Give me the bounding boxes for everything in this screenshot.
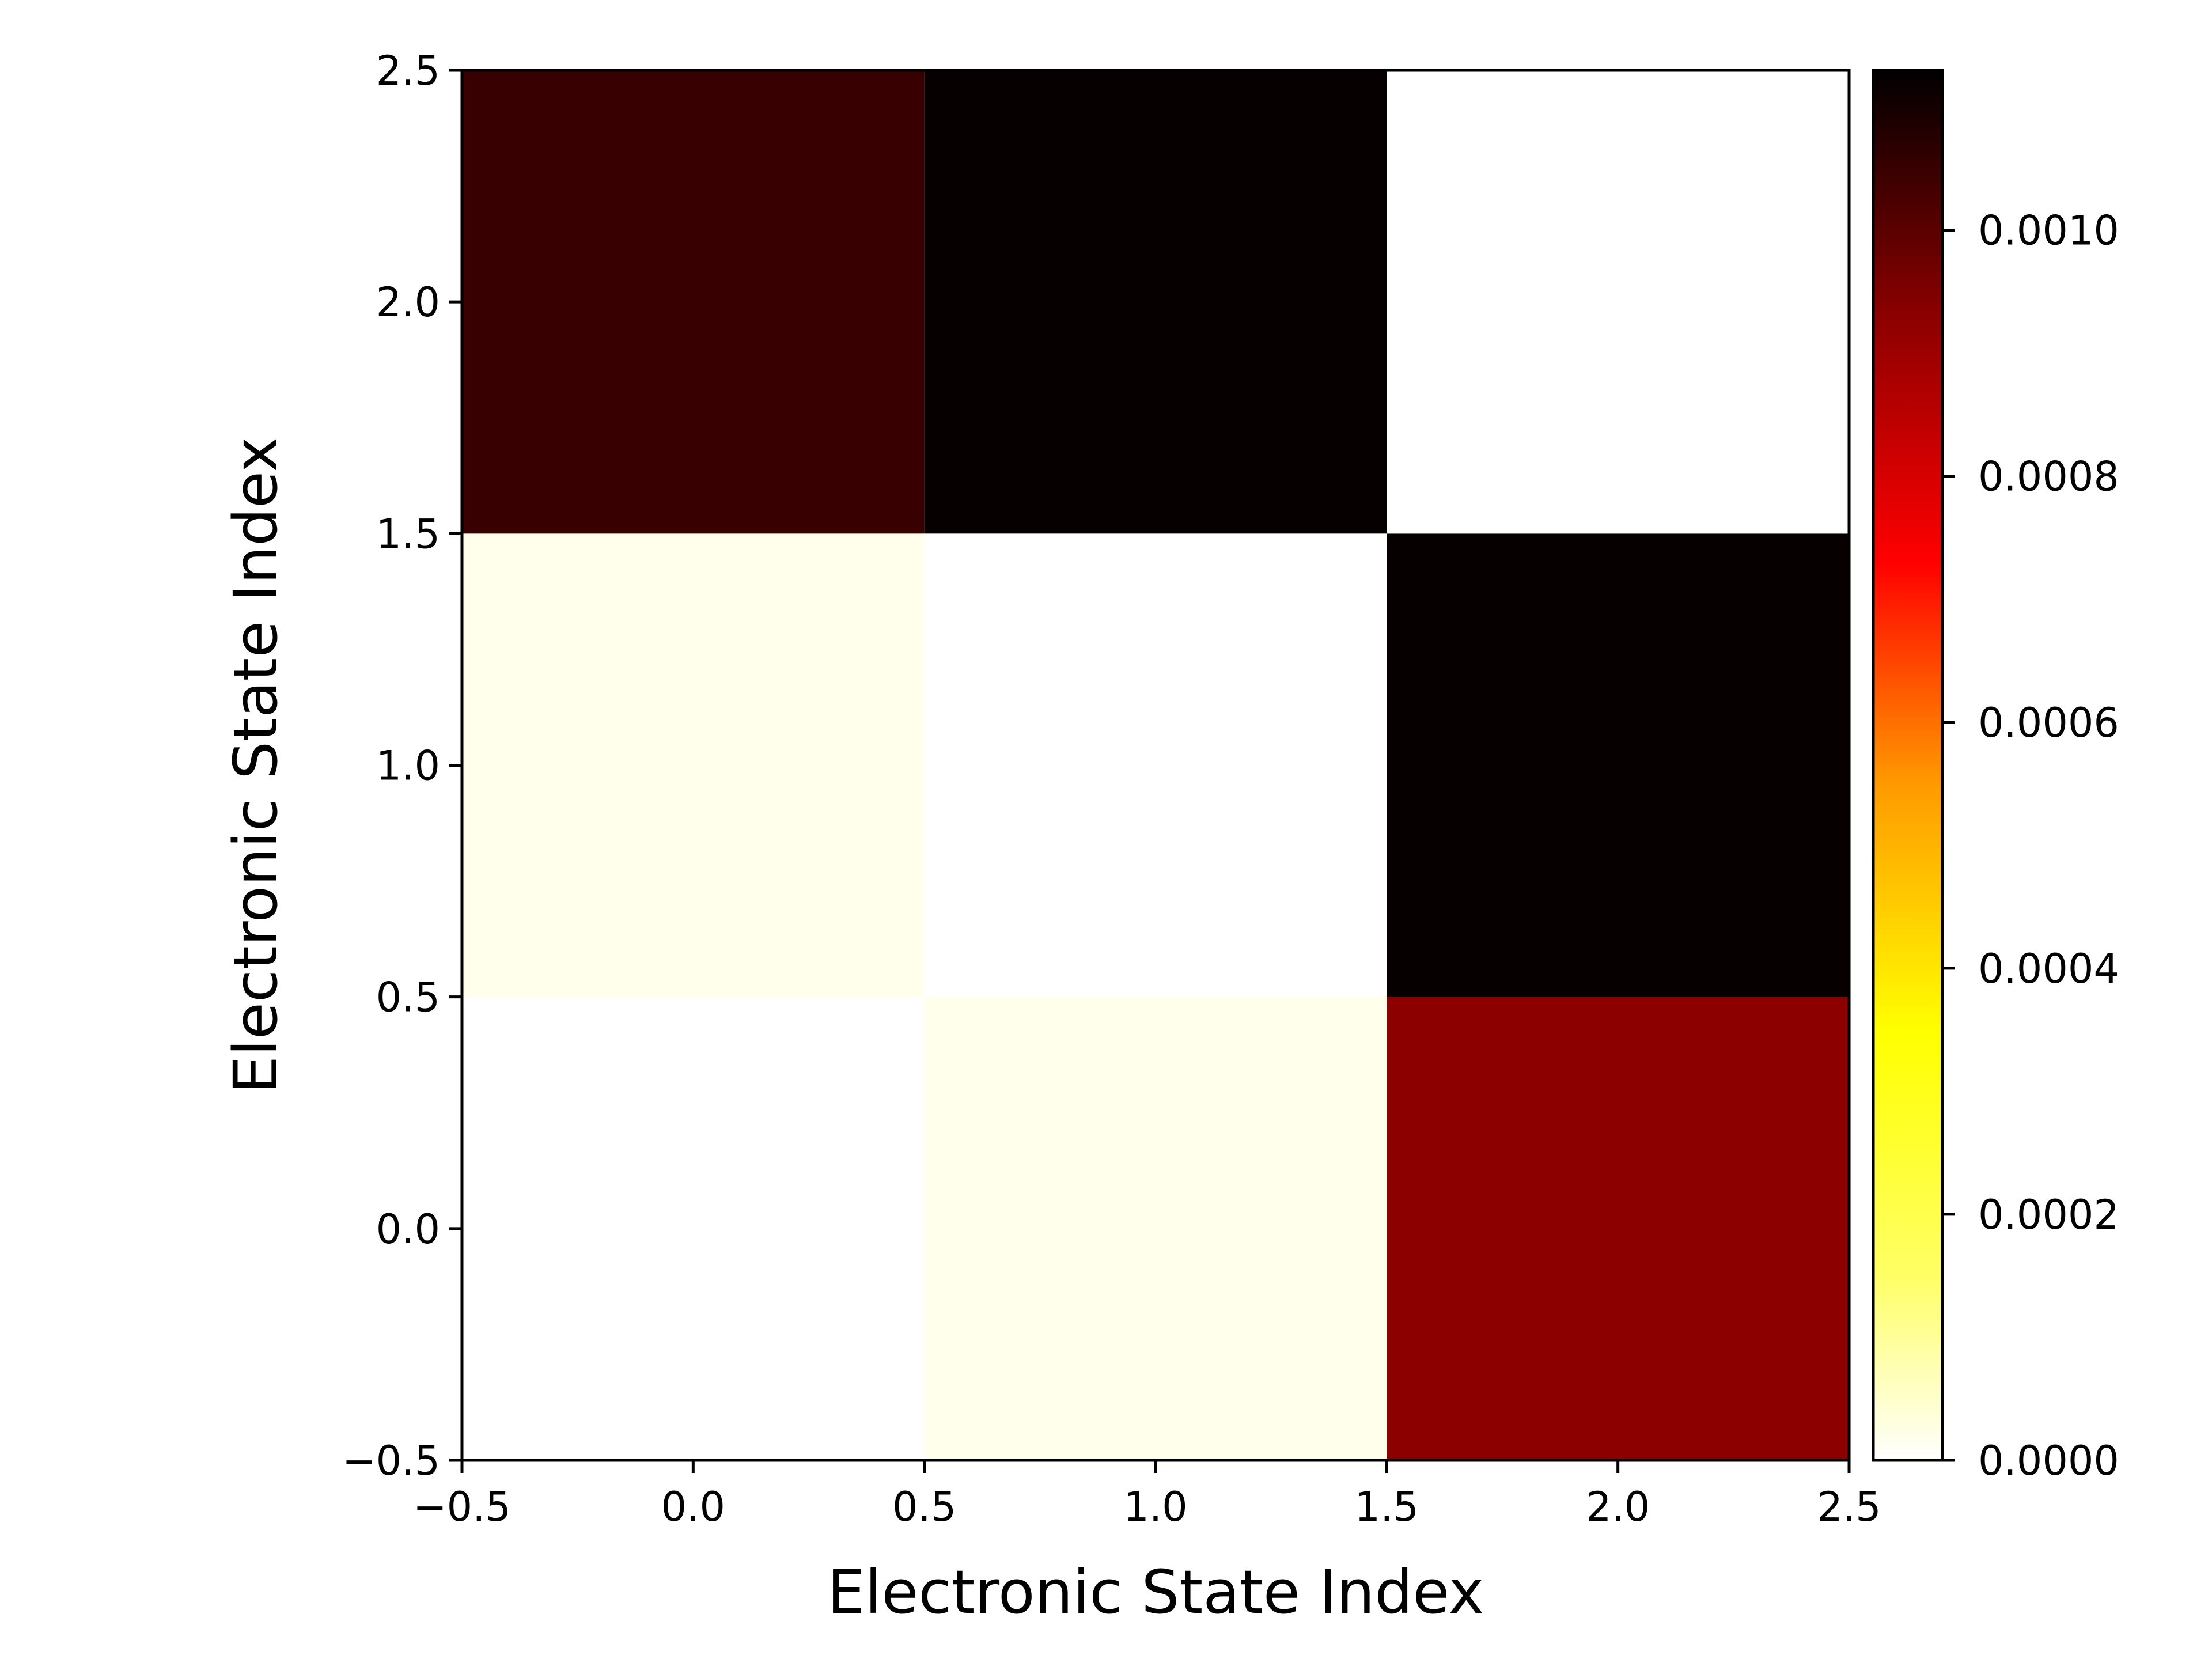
x-axis-label: Electronic State Index	[827, 1557, 1484, 1627]
y-tick-label: 2.5	[376, 47, 440, 94]
y-tick-label: 2.0	[376, 279, 440, 326]
colorbar-tick-label: 0.0010	[1978, 207, 2119, 255]
x-tick-label: 1.0	[1123, 1483, 1187, 1531]
y-tick-label: 1.0	[376, 743, 440, 790]
y-tick-label: 1.5	[376, 510, 440, 558]
heatmap-cell-0-2	[1387, 997, 1849, 1460]
y-tick-label: −0.5	[342, 1437, 440, 1484]
x-tick-label: 2.5	[1817, 1483, 1881, 1531]
colorbar-tick-label: 0.0000	[1978, 1437, 2119, 1484]
colorbar-tick-label: 0.0006	[1978, 699, 2119, 747]
x-tick-label: 2.0	[1586, 1483, 1650, 1531]
y-tick-label: 0.5	[376, 974, 440, 1021]
heatmap-cell-1-0	[462, 533, 925, 997]
x-tick-label: 0.5	[892, 1483, 956, 1531]
x-tick-label: 0.0	[661, 1483, 725, 1531]
colorbar-frame	[1872, 69, 1944, 1462]
y-tick-label: 0.0	[376, 1206, 440, 1253]
colorbar-ticks: 0.0000 0.0002 0.0004 0.0006 0.0008 0.0010	[1942, 207, 2119, 1484]
heatmap-cell-0-1	[924, 997, 1387, 1460]
x-axis-ticks: −0.5 0.0 0.5 1.0 1.5 2.0 2.5	[413, 1460, 1881, 1531]
heatmap-cell-2-1	[924, 70, 1387, 534]
y-axis-label: Electronic State Index	[221, 437, 291, 1093]
heatmap-cell-1-1	[924, 533, 1387, 997]
colorbar-tick-label: 0.0004	[1978, 945, 2119, 993]
heatmap-cell-1-2	[1387, 533, 1849, 997]
colorbar-tick-label: 0.0002	[1978, 1191, 2119, 1238]
y-axis-ticks: −0.5 0.0 0.5 1.0 1.5 2.0 2.5	[342, 47, 462, 1484]
x-tick-label: 1.5	[1355, 1483, 1419, 1531]
colorbar	[1873, 70, 1942, 1460]
heatmap-cells	[462, 70, 1849, 1460]
heatmap-cell-0-0	[462, 997, 925, 1460]
heatmap-cell-2-2	[1387, 70, 1849, 534]
x-tick-label: −0.5	[413, 1483, 511, 1531]
heatmap-cell-2-0	[462, 70, 925, 534]
colorbar-tick-label: 0.0008	[1978, 453, 2119, 501]
